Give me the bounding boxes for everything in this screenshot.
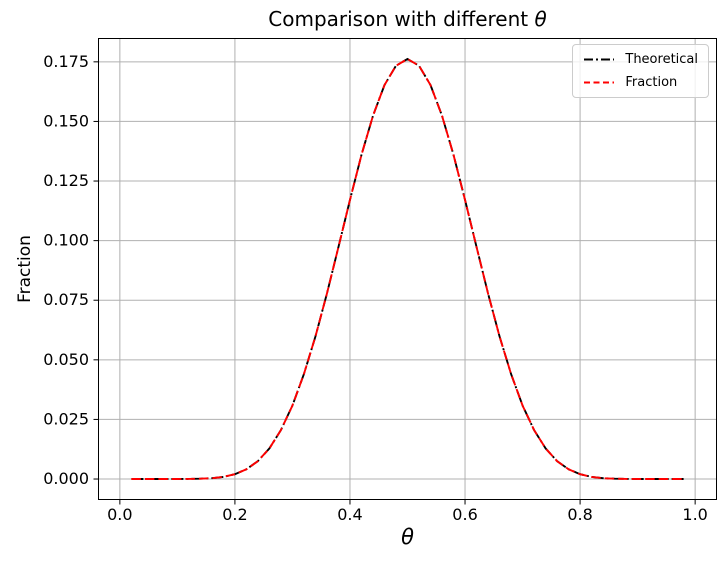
- y-tick-label: 0.175: [43, 52, 89, 71]
- x-tick-label: 1.0: [682, 505, 707, 524]
- x-tick-label: 0.8: [567, 505, 592, 524]
- legend-item-fraction: Fraction: [583, 75, 698, 90]
- y-tick-label: 0.050: [43, 350, 89, 369]
- series-fraction-line: [131, 57, 684, 480]
- chart-title-text: Comparison with different: [268, 7, 535, 31]
- x-axis-label: θ: [401, 525, 414, 549]
- y-tick-label: 0.025: [43, 409, 89, 428]
- legend-label-fraction: Fraction: [625, 75, 678, 90]
- x-tick-label: 0.0: [107, 505, 132, 524]
- axes-border: [98, 38, 717, 500]
- y-tick-label: 0.150: [43, 111, 89, 130]
- theoretical-dashdot-line-sample: [584, 58, 615, 61]
- x-tick-label: 0.2: [222, 505, 247, 524]
- legend: Theoretical Fraction: [572, 44, 709, 98]
- legend-item-theoretical: Theoretical: [583, 52, 698, 67]
- x-tick-label: 0.4: [337, 505, 362, 524]
- y-tick-label: 0.075: [43, 290, 89, 309]
- y-tick-label: 0.125: [43, 171, 89, 190]
- fraction-dashed-line-sample: [584, 81, 615, 84]
- y-axis-label: Fraction: [15, 235, 35, 303]
- chart-title-theta-symbol: θ: [534, 7, 547, 31]
- legend-label-theoretical: Theoretical: [625, 52, 698, 67]
- chart-title: Comparison with different θ: [98, 7, 717, 31]
- x-tick-label: 0.6: [452, 505, 477, 524]
- y-tick-label: 0.000: [43, 469, 89, 488]
- y-tick-label: 0.100: [43, 231, 89, 250]
- series-theoretical-line: [131, 57, 684, 480]
